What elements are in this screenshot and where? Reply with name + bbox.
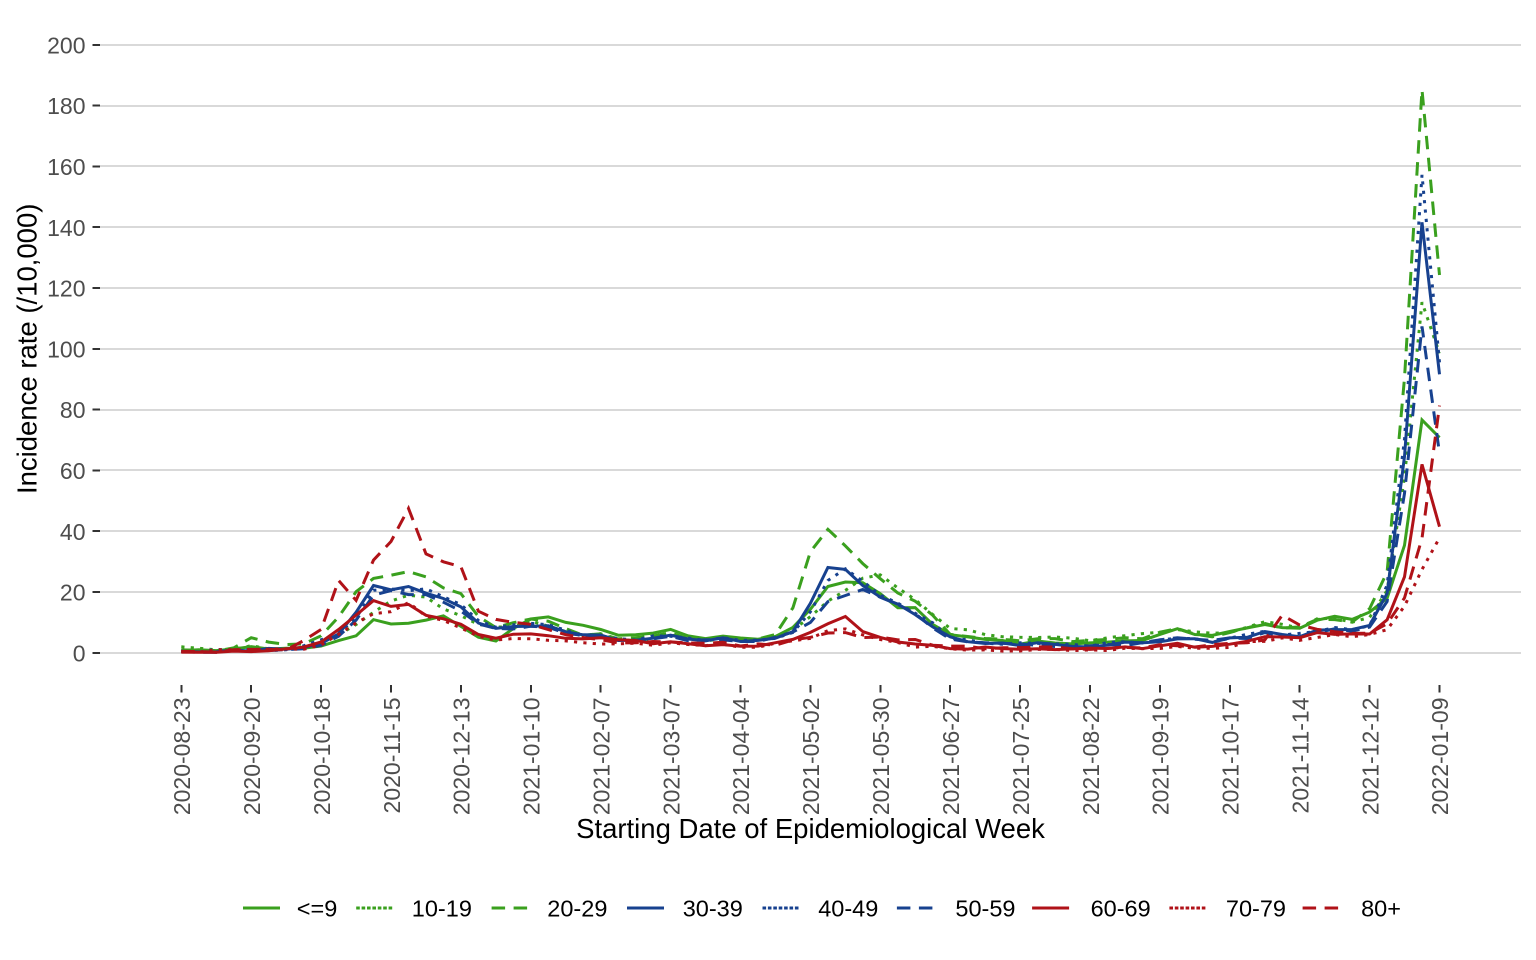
svg-text:2021-08-22: 2021-08-22 bbox=[1078, 698, 1104, 816]
svg-text:2020-09-20: 2020-09-20 bbox=[239, 698, 265, 816]
svg-text:50-59: 50-59 bbox=[955, 896, 1015, 922]
svg-text:2021-07-25: 2021-07-25 bbox=[1008, 698, 1034, 816]
svg-text:<=9: <=9 bbox=[297, 896, 338, 922]
svg-text:40: 40 bbox=[60, 519, 86, 545]
svg-text:200: 200 bbox=[47, 32, 85, 58]
svg-text:2021-03-07: 2021-03-07 bbox=[658, 698, 684, 816]
svg-text:2021-09-19: 2021-09-19 bbox=[1148, 698, 1174, 816]
svg-text:60: 60 bbox=[60, 458, 86, 484]
svg-text:180: 180 bbox=[47, 93, 85, 119]
svg-text:2020-08-23: 2020-08-23 bbox=[169, 698, 195, 816]
svg-text:40-49: 40-49 bbox=[818, 896, 878, 922]
svg-text:160: 160 bbox=[47, 154, 85, 180]
svg-text:2021-12-12: 2021-12-12 bbox=[1357, 698, 1383, 816]
svg-text:2020-12-13: 2020-12-13 bbox=[449, 698, 475, 816]
svg-text:2021-01-10: 2021-01-10 bbox=[519, 698, 545, 816]
svg-text:2021-02-07: 2021-02-07 bbox=[589, 698, 615, 816]
svg-text:60-69: 60-69 bbox=[1091, 896, 1151, 922]
svg-text:Starting Date of Epidemiologic: Starting Date of Epidemiological Week bbox=[576, 813, 1045, 844]
svg-text:0: 0 bbox=[73, 640, 86, 666]
svg-text:2021-10-17: 2021-10-17 bbox=[1218, 698, 1244, 816]
svg-text:2021-11-14: 2021-11-14 bbox=[1288, 697, 1314, 813]
svg-text:2021-04-04: 2021-04-04 bbox=[728, 697, 754, 815]
svg-text:2022-01-09: 2022-01-09 bbox=[1427, 698, 1453, 816]
svg-text:Incidence rate (/10,000): Incidence rate (/10,000) bbox=[12, 204, 43, 494]
svg-text:80+: 80+ bbox=[1361, 896, 1401, 922]
svg-text:2021-06-27: 2021-06-27 bbox=[938, 698, 964, 816]
svg-text:2021-05-02: 2021-05-02 bbox=[798, 698, 824, 816]
svg-text:10-19: 10-19 bbox=[412, 896, 472, 922]
svg-text:20-29: 20-29 bbox=[547, 896, 607, 922]
svg-text:70-79: 70-79 bbox=[1226, 896, 1286, 922]
svg-text:2020-11-15: 2020-11-15 bbox=[379, 698, 405, 814]
svg-text:120: 120 bbox=[47, 276, 85, 302]
svg-text:2020-10-18: 2020-10-18 bbox=[309, 698, 335, 816]
svg-text:20: 20 bbox=[60, 580, 86, 606]
svg-text:100: 100 bbox=[47, 336, 85, 362]
svg-text:2021-05-30: 2021-05-30 bbox=[868, 698, 894, 816]
svg-text:30-39: 30-39 bbox=[683, 896, 743, 922]
svg-text:140: 140 bbox=[47, 215, 85, 241]
svg-text:80: 80 bbox=[60, 397, 86, 423]
